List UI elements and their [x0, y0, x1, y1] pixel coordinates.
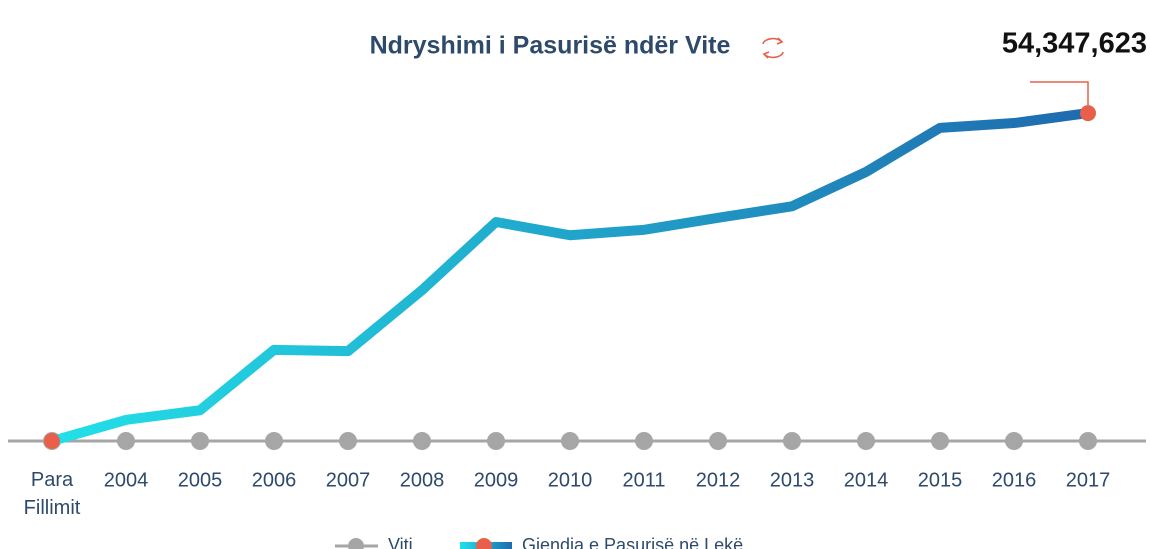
x-tick-label: 2007 — [326, 469, 371, 491]
x-tick-label: 2011 — [622, 469, 665, 491]
refresh-icon — [762, 37, 784, 59]
year-dot — [265, 432, 283, 450]
year-dot — [1005, 432, 1023, 450]
year-dot — [709, 432, 727, 450]
x-tick-label: 2013 — [770, 469, 815, 491]
year-dot — [635, 432, 653, 450]
x-tick-label: 2012 — [696, 469, 741, 491]
year-dot — [931, 432, 949, 450]
x-tick-label: 2005 — [178, 469, 223, 491]
x-tick-label: 2006 — [252, 469, 297, 491]
series-line — [47, 108, 1093, 446]
year-dot — [413, 432, 431, 450]
series-marker — [1080, 105, 1096, 122]
x-tick-label: 2016 — [992, 469, 1037, 491]
x-tick-label: 2010 — [548, 469, 593, 491]
value-label: 54,347,623 — [1002, 28, 1147, 60]
year-dot — [1079, 432, 1097, 450]
x-tick-label: Para Fillimit — [24, 469, 81, 519]
legend: Viti Gjendja e Pasurisë në Lekë — [335, 535, 743, 549]
year-dot — [857, 432, 875, 450]
x-tick-label: 2015 — [918, 469, 963, 491]
year-dot — [561, 432, 579, 450]
year-dot — [339, 432, 357, 450]
x-tick-label: 2017 — [1066, 469, 1111, 491]
x-tick-label: 2014 — [844, 469, 889, 491]
legend-marker — [476, 538, 492, 549]
x-tick-label: 2004 — [104, 469, 149, 491]
year-dot — [487, 432, 505, 450]
x-tick-label: 2008 — [400, 469, 445, 491]
year-dot — [117, 432, 135, 450]
series-marker — [44, 433, 60, 449]
year-dot — [191, 432, 209, 450]
legend-label: Viti — [388, 535, 413, 549]
legend-label: Gjendja e Pasurisë në Lekë — [522, 535, 743, 549]
callout-line — [1030, 81, 1089, 106]
x-tick-label: 2009 — [474, 469, 519, 491]
chart-title: Ndryshimi i Pasurisë ndër Vite — [370, 32, 731, 60]
legend-marker — [348, 538, 364, 549]
year-dot — [783, 432, 801, 450]
